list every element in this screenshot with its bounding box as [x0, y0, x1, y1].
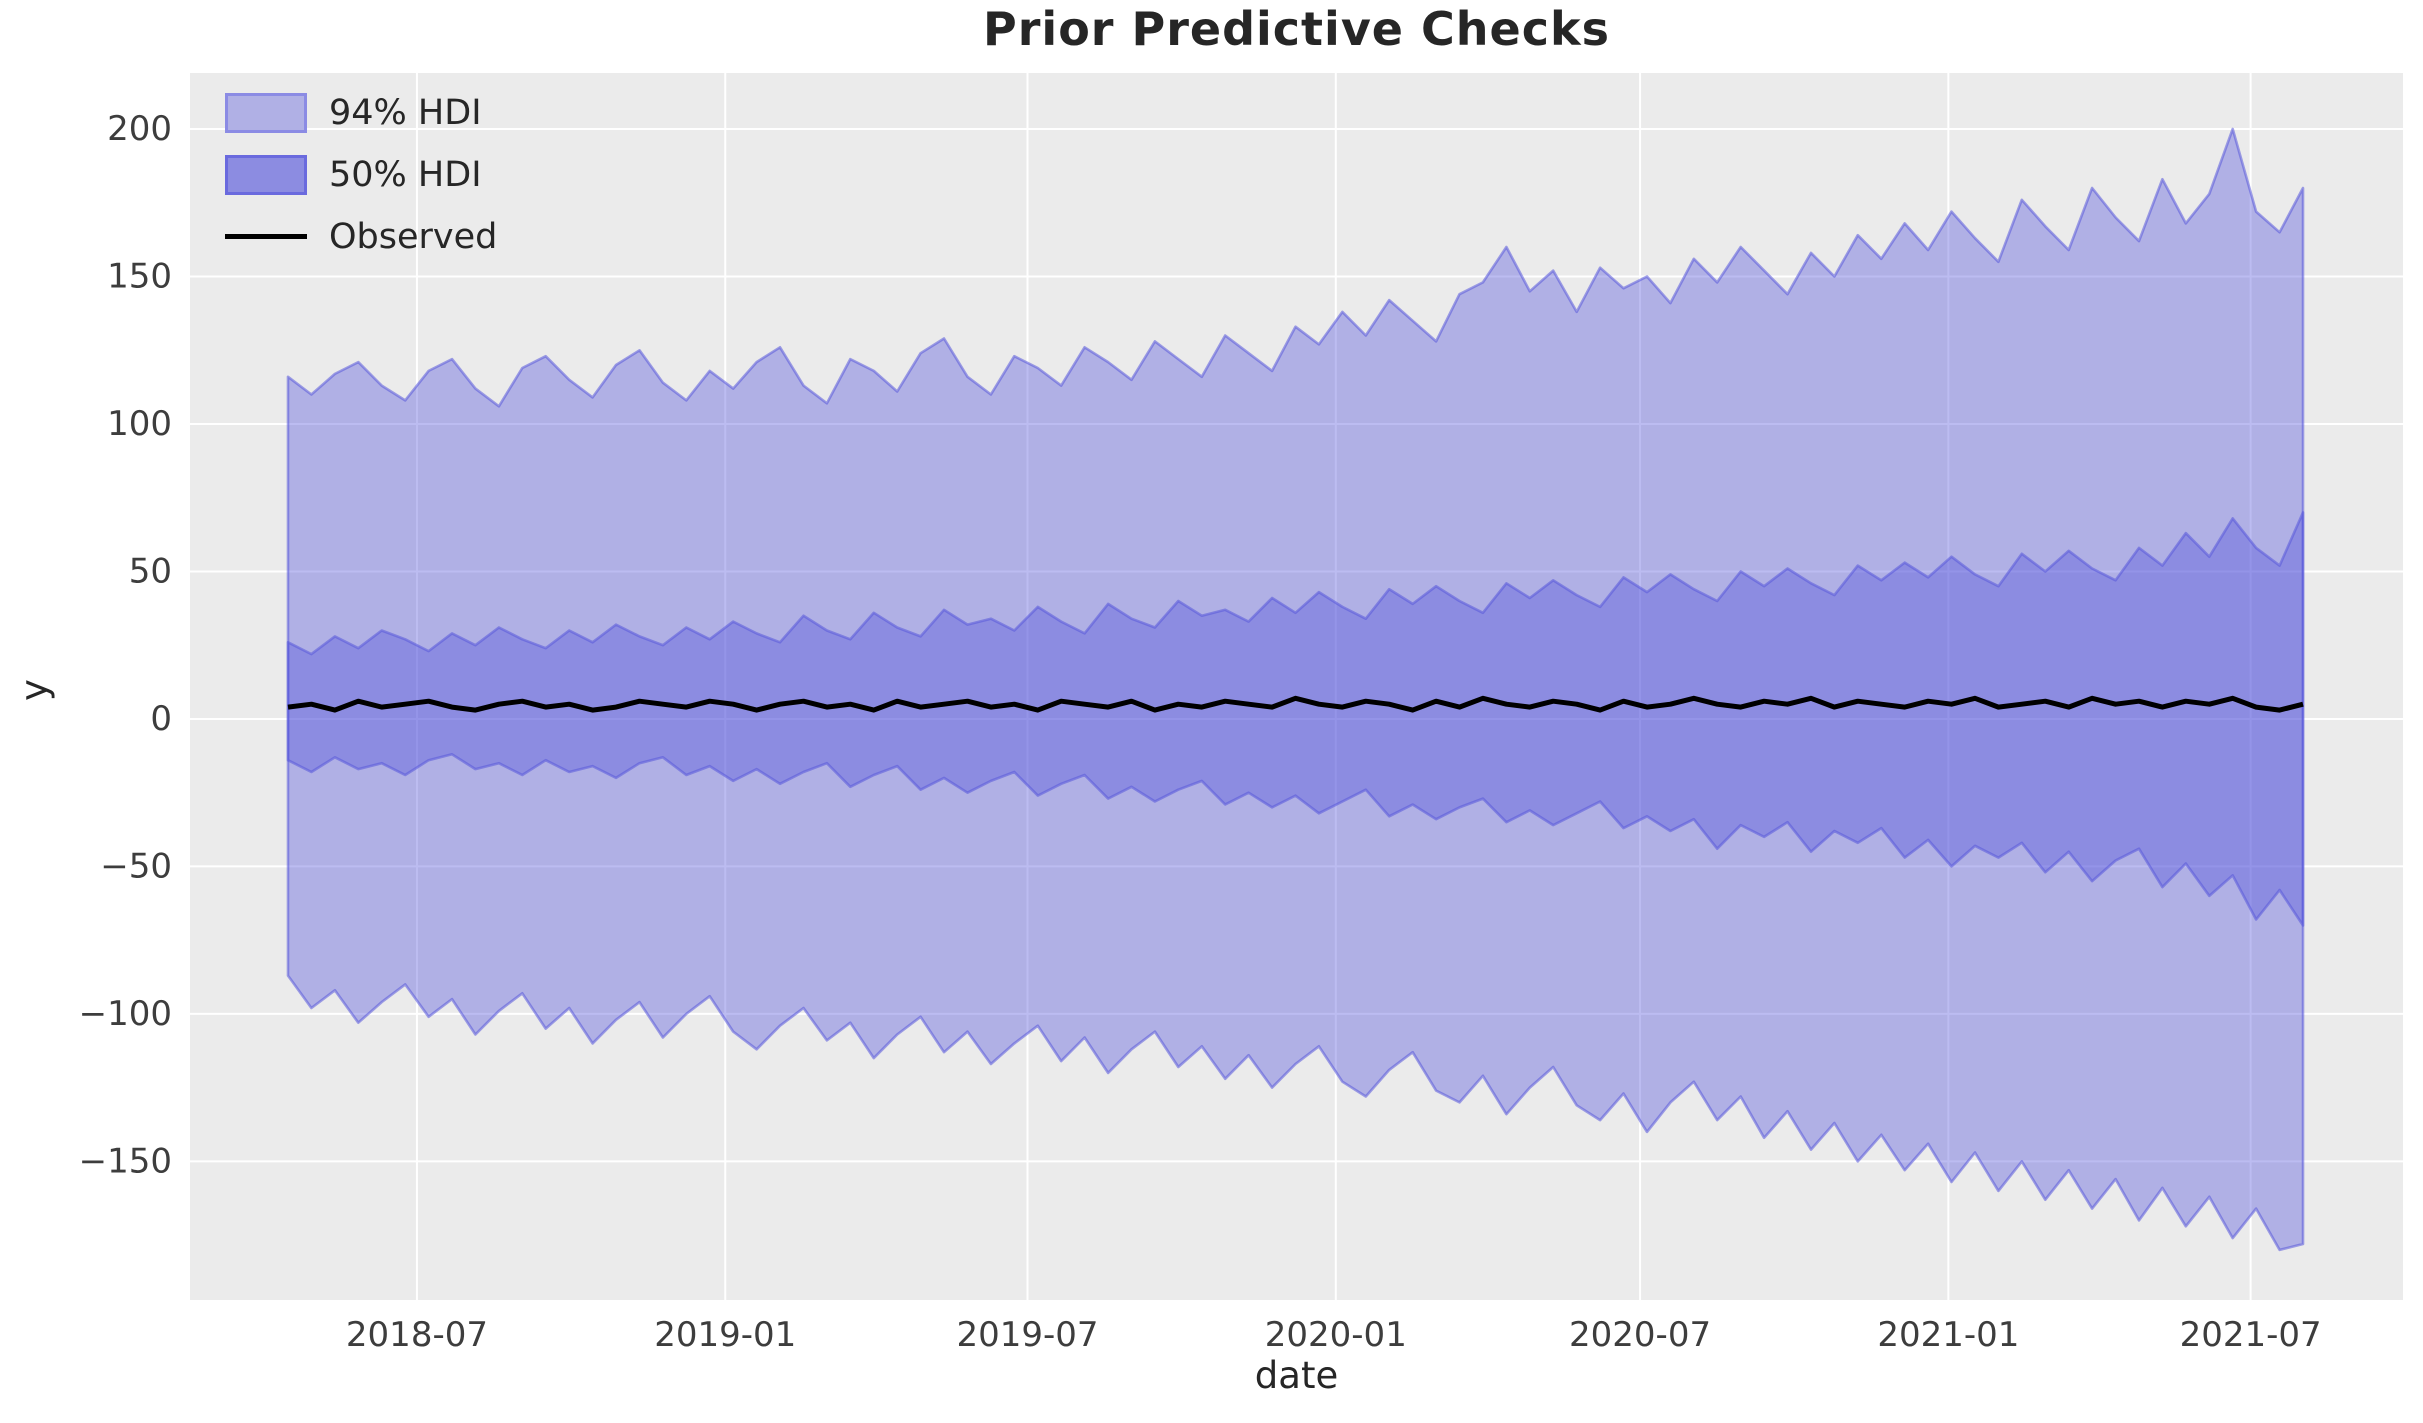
- y-tick-label: 50: [129, 551, 172, 591]
- y-axis-label: y: [12, 679, 56, 701]
- legend-swatch-50-hdi: [225, 154, 307, 195]
- legend: 94% HDI 50% HDI Observed: [225, 90, 497, 259]
- chart-title: Prior Predictive Checks: [983, 2, 1610, 56]
- x-tick-label: 2018-07: [346, 1315, 488, 1355]
- legend-swatch-94-hdi: [225, 92, 307, 133]
- legend-label-observed: Observed: [329, 216, 498, 257]
- legend-item-50-hdi: 50% HDI: [225, 152, 497, 197]
- legend-item-94-hdi: 94% HDI: [225, 90, 497, 135]
- y-tick-label: −50: [100, 846, 172, 886]
- x-tick-label: 2020-01: [1265, 1315, 1407, 1355]
- legend-label-50-hdi: 50% HDI: [329, 154, 482, 195]
- band-94-hdi: [286, 127, 2305, 1252]
- x-tick-label: 2021-01: [1877, 1315, 2019, 1355]
- legend-item-observed: Observed: [225, 214, 497, 259]
- x-axis-label: date: [1254, 1354, 1339, 1397]
- y-tick-label: −100: [79, 994, 172, 1034]
- x-tick-label: 2019-07: [956, 1315, 1098, 1355]
- x-tick-label: 2021-07: [2180, 1315, 2322, 1355]
- x-tick-label: 2019-01: [654, 1315, 796, 1355]
- x-tick-label: 2020-07: [1569, 1315, 1711, 1355]
- y-tick-label: 150: [107, 257, 172, 297]
- legend-line-observed: [225, 234, 307, 239]
- observed-line: [287, 695, 2304, 713]
- y-tick-label: 200: [107, 109, 172, 149]
- band-50-hdi: [286, 511, 2305, 927]
- y-tick-label: −150: [79, 1141, 172, 1181]
- legend-label-94-hdi: 94% HDI: [329, 92, 482, 133]
- y-tick-label: 100: [107, 404, 172, 444]
- y-tick-label: 0: [150, 699, 172, 739]
